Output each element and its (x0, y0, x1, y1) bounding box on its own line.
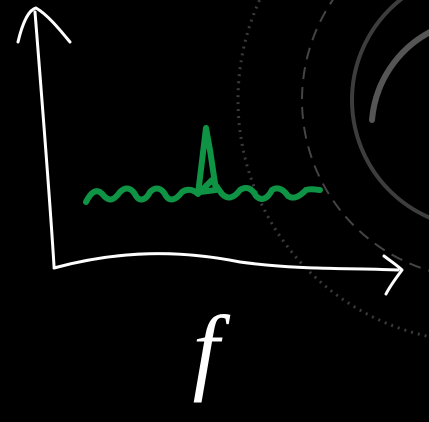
y-axis (33, 10, 56, 268)
background-rings (236, 0, 429, 339)
axes (16, 6, 404, 296)
x-axis (52, 252, 400, 272)
x-arrow (382, 254, 404, 296)
solid-ring (350, 0, 429, 220)
ring-arc (369, 29, 429, 123)
signal-trace (83, 125, 323, 205)
y-arrow (16, 6, 72, 44)
